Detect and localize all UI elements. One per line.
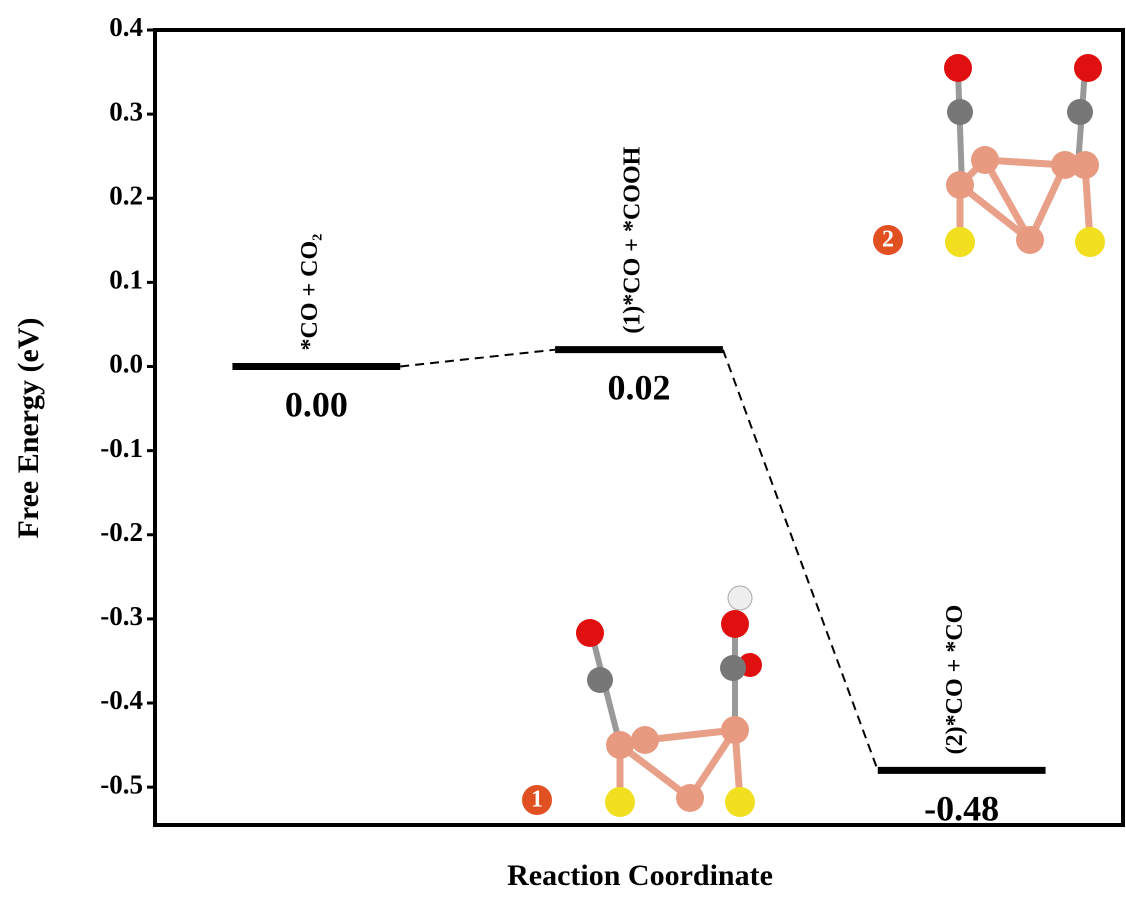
y-tick-label: 0.0: [109, 349, 143, 379]
y-tick-label: 0.4: [109, 12, 143, 42]
connector: [723, 350, 878, 771]
state-label: (1)*CO + *COOH: [620, 146, 646, 333]
y-axis-title: Free Energy (eV): [12, 317, 45, 538]
y-tick-label: -0.2: [100, 517, 143, 547]
x-axis-title: Reaction Coordinate: [507, 859, 773, 892]
badge: 1: [531, 787, 543, 813]
connector: [400, 350, 555, 367]
y-tick-label: 0.3: [109, 96, 143, 126]
state-label: *CO + CO₂: [297, 234, 323, 351]
structure-2: [873, 54, 1105, 257]
y-tick-label: -0.3: [100, 601, 143, 631]
chart: 1 2 Free Energy (eV) Reaction Coordinate…: [0, 0, 1126, 893]
state-label: (2)*CO + *CO: [942, 605, 968, 755]
value-label: 0.02: [608, 368, 671, 408]
y-tick-label: -0.1: [100, 433, 143, 463]
value-label: -0.48: [924, 788, 999, 828]
structure-1: [522, 586, 762, 817]
value-label: 0.00: [285, 385, 348, 425]
y-tick-label: 0.2: [109, 180, 143, 210]
y-tick-label: -0.5: [100, 769, 143, 799]
y-tick-label: 0.1: [109, 265, 143, 295]
y-tick-label: -0.4: [100, 685, 143, 715]
badge: 2: [882, 227, 894, 253]
